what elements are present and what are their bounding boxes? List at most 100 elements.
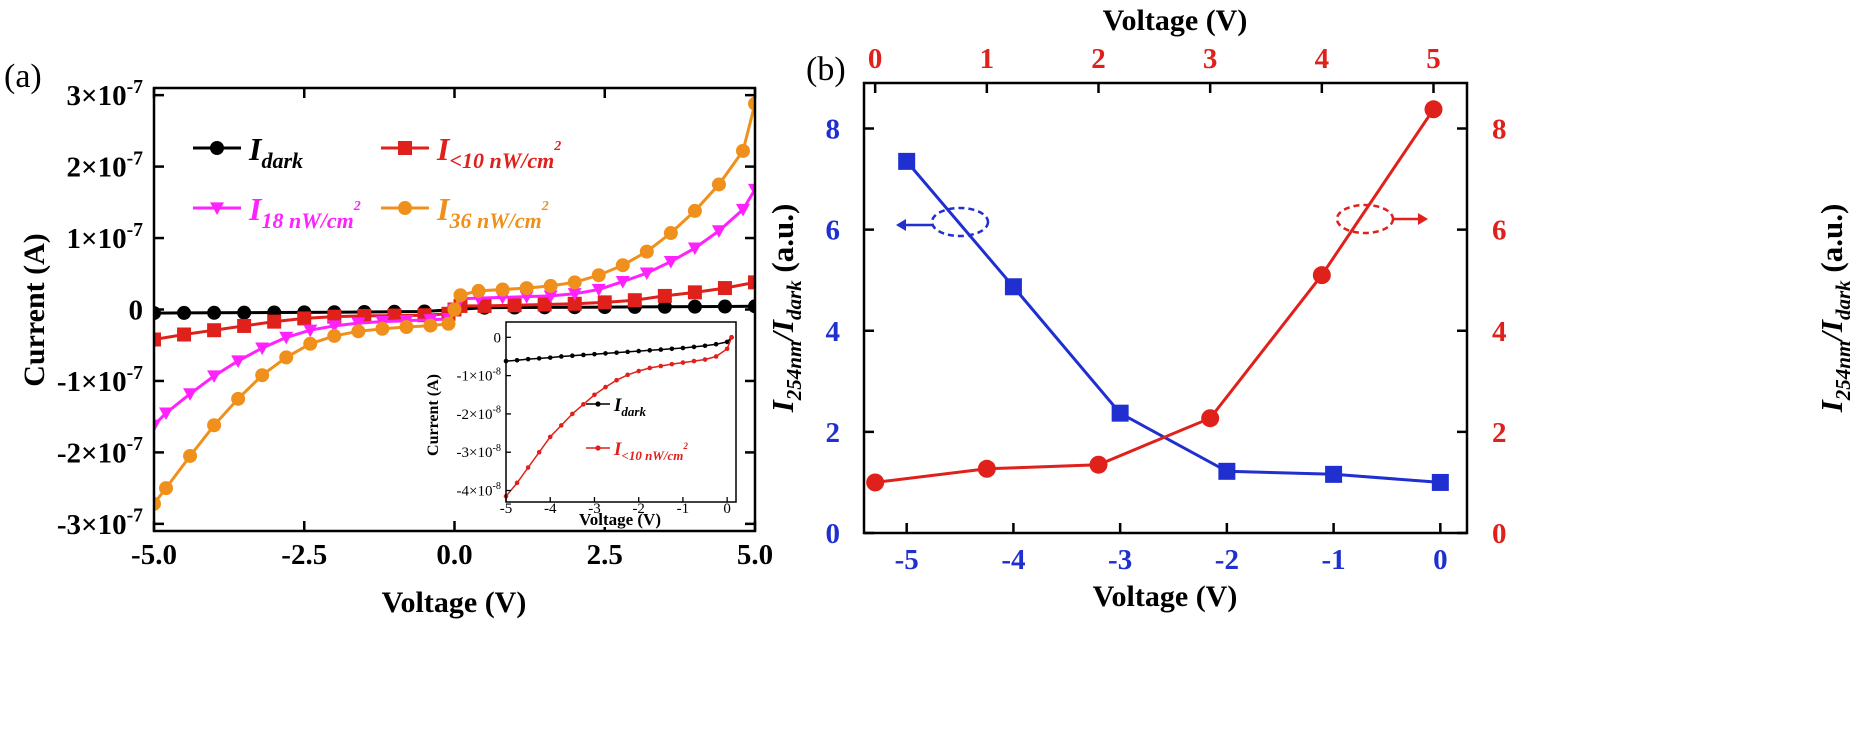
b-x2-tick-label: 1 — [980, 43, 995, 75]
x-tick-label: -5.0 — [131, 539, 177, 571]
series-3-point — [327, 328, 342, 343]
inset-series-0-point — [691, 344, 697, 350]
series-2-point — [663, 256, 678, 269]
inset-series-1-point — [625, 372, 630, 378]
inset-x-tick-label: -5 — [500, 501, 513, 517]
series-0-point — [687, 299, 702, 314]
legend-entry-0: Idark — [248, 131, 303, 173]
legend-entry-3: I36 nW/cm2 — [436, 191, 549, 233]
y-tick-label: -1×10-7 — [57, 362, 143, 398]
panel-b-top-axis-title: Voltage (V) — [1103, 4, 1248, 37]
series-3-point — [615, 258, 630, 273]
b-series-1-point — [1089, 455, 1108, 474]
inset-background — [499, 317, 740, 527]
series-0-point — [717, 299, 732, 314]
b-y2-tick-label: 4 — [1492, 316, 1507, 348]
panel-a-ticks: -5.0 -2.5 0.0 2.5 5.0 3×10-7 2×10-7 1×10-7 0 -1×1… — [57, 76, 773, 571]
series-3-point — [543, 278, 558, 293]
series-3-point — [711, 177, 726, 192]
series-2-point — [543, 290, 558, 303]
series-3-point — [495, 282, 510, 297]
series-2-point — [183, 388, 198, 401]
x-tick-label: 0.0 — [436, 539, 472, 571]
b-x-tick-label: -3 — [1108, 544, 1132, 576]
inset-series-0-point — [680, 345, 686, 351]
y-tick-label: 2×10-7 — [67, 147, 144, 183]
b-y2-tick-label: 6 — [1492, 215, 1507, 247]
series-2-point — [255, 342, 270, 356]
panel-b-y-axis-titles: I254nm/Idark (a.u.) I254nm/Idark (a.u.) — [765, 204, 1850, 414]
series-3-point — [441, 316, 456, 331]
inset-legend: Idark I<10 nW/cm2 — [586, 395, 688, 463]
b-x-tick-label: -4 — [1001, 544, 1025, 576]
inset-series-0-line — [505, 336, 733, 362]
inset-series-0-point — [614, 350, 619, 355]
y-tick-label: -3×10-7 — [57, 505, 143, 541]
series-2-point — [207, 370, 222, 383]
series-1-point — [154, 332, 161, 347]
series-2-point — [351, 317, 366, 331]
inset-x-tick-label: -3 — [588, 501, 601, 517]
inset-series-1-point — [514, 480, 520, 486]
inset-series-1-point — [581, 402, 586, 407]
y-tick-label: 0 — [129, 295, 144, 327]
inset-series-0-point — [658, 347, 664, 352]
series-0-point — [237, 305, 252, 320]
inset-x-axis-title: Voltage (V) — [579, 510, 661, 529]
inset-series-1-point — [603, 384, 608, 390]
series-2-point — [567, 288, 582, 301]
series-3-point — [748, 96, 755, 111]
x-tick-label: 2.5 — [587, 539, 623, 571]
panel-b-ticks: -5 -4 -3 -2 -1 0 0 1 2 3 4 5 0 0 2 2 4 4 6 6 8 8 — [826, 43, 1507, 576]
inset-series-1-point — [570, 411, 575, 417]
series-3-point — [255, 368, 270, 383]
inset-series-1-point — [713, 354, 719, 359]
inset-legend-entry-1: I<10 nW/cm2 — [613, 439, 688, 463]
inset-series-0-point — [558, 354, 564, 359]
b-x-tick-label: -1 — [1322, 544, 1346, 576]
series-2-point — [639, 267, 654, 281]
panel-a-inset: -5 -4 -3 -2 -1 0 0 -1×10-8 -2×10-8 -3×10-8 -4×10-8… — [425, 317, 740, 529]
series-3-point — [519, 281, 534, 296]
legend-marker — [398, 141, 412, 155]
legend-marker — [398, 201, 412, 215]
b-y2-tick-label: 8 — [1492, 114, 1507, 146]
inset-y-tick-label: -4×10-8 — [457, 481, 501, 499]
b-series-0-point — [1218, 462, 1236, 480]
b-series-1-point — [866, 473, 885, 492]
inset-series-0-point — [724, 339, 730, 345]
series-1-point — [237, 318, 252, 333]
panel-a-plot-area — [154, 96, 755, 511]
inset-series-1-point — [724, 346, 730, 352]
series-2-point — [327, 320, 342, 333]
inset-series-1-point — [669, 361, 675, 367]
series-2-point — [615, 276, 630, 289]
inset-series-1-point — [647, 365, 653, 371]
inset-legend-entry-0: Idark — [613, 395, 646, 419]
series-3-point — [279, 350, 294, 365]
b-series-0-point — [1325, 465, 1343, 483]
b-series-0-point — [1431, 473, 1449, 491]
left-arrow-icon — [896, 219, 906, 231]
inset-series-0-point — [581, 352, 586, 358]
inset-y-axis-title: Current (A) — [425, 374, 442, 456]
series-1-point — [717, 281, 732, 296]
inset-series-0-point — [570, 353, 575, 359]
series-3-point — [663, 226, 678, 241]
series-2-point — [159, 407, 174, 421]
series-2-point — [591, 283, 606, 297]
inset-x-tick-label: -1 — [677, 501, 690, 517]
panel-a-label: (a) — [4, 58, 42, 95]
series-3-point — [639, 244, 654, 259]
inset-y-tick-label: -2×10-8 — [457, 405, 501, 423]
series-1-point — [627, 293, 642, 308]
inset-series-1-point — [592, 392, 597, 398]
inset-series-0-point — [669, 346, 675, 352]
inset-series-0-point — [713, 341, 719, 347]
series-3-point — [399, 320, 414, 335]
b-x-tick-label: -2 — [1215, 544, 1239, 576]
series-0-point — [657, 299, 672, 314]
series-1-point — [297, 311, 312, 326]
panel-a-marks — [154, 96, 755, 511]
b-x-tick-label: 0 — [1433, 544, 1448, 576]
